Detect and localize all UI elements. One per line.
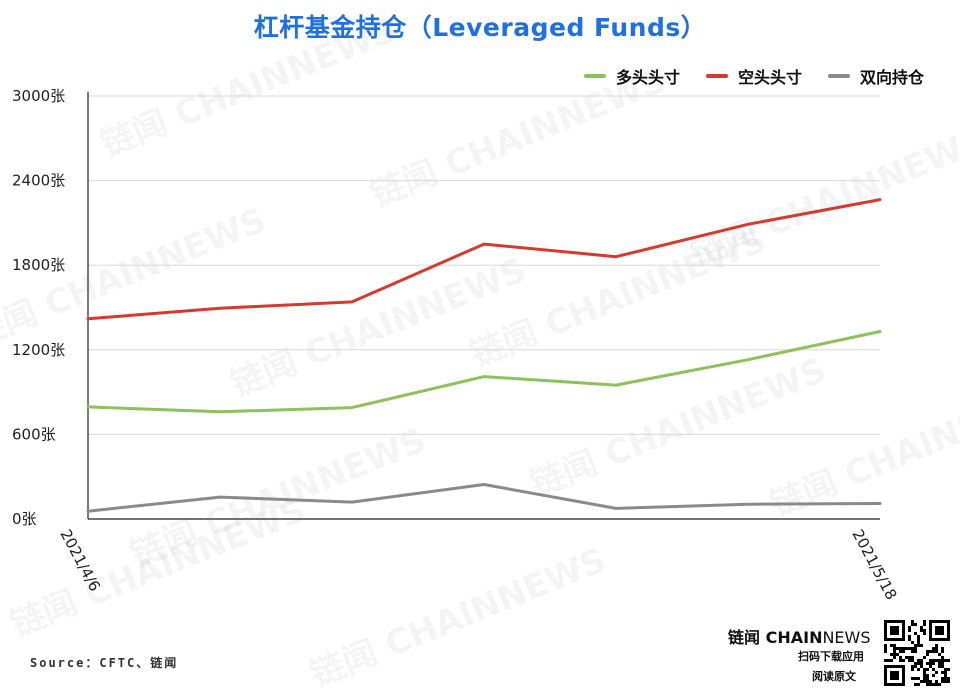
legend: 多头头寸 空头头寸 双向持仓	[583, 64, 924, 88]
x-tick-label: 2021/4/6	[56, 526, 104, 594]
legend-item-short: 空头头寸	[705, 64, 802, 88]
brand-light: NEWS	[822, 628, 871, 647]
qr-code-icon[interactable]	[884, 620, 950, 686]
legend-label-long: 多头头寸	[615, 68, 680, 87]
chart-title: 杠杆基金持仓（Leveraged Funds）	[253, 13, 707, 42]
y-tick-label: 1200张	[12, 341, 65, 359]
y-tick-label: 2400张	[12, 172, 65, 190]
y-tick-label: 600张	[12, 425, 56, 443]
source-note: Source：CFTC、链闻	[30, 656, 179, 670]
legend-item-spread: 双向持仓	[827, 64, 924, 88]
brand-bold: CHAIN	[765, 628, 823, 647]
legend-item-long: 多头头寸	[583, 64, 680, 88]
legend-swatch-long	[583, 74, 606, 78]
y-tick-label: 3000张	[12, 87, 65, 105]
legend-label-spread: 双向持仓	[859, 68, 924, 87]
series-line-2	[86, 483, 882, 513]
legend-label-short: 空头头寸	[737, 68, 802, 87]
y-tick-label: 0张	[12, 510, 37, 528]
read-original-text: 阅读原文	[812, 670, 856, 683]
legend-swatch-short	[705, 74, 728, 78]
x-tick-label: 2021/5/18	[848, 526, 900, 602]
brand-logo: 链闻 CHAINNEWS	[728, 624, 871, 648]
brand-cn: 链闻	[728, 628, 761, 647]
series-line-0	[86, 330, 882, 414]
legend-swatch-spread	[827, 74, 850, 78]
series-line-1	[86, 198, 882, 321]
y-tick-label: 1800张	[12, 256, 65, 274]
download-app-text: 扫码下载应用	[798, 650, 864, 663]
